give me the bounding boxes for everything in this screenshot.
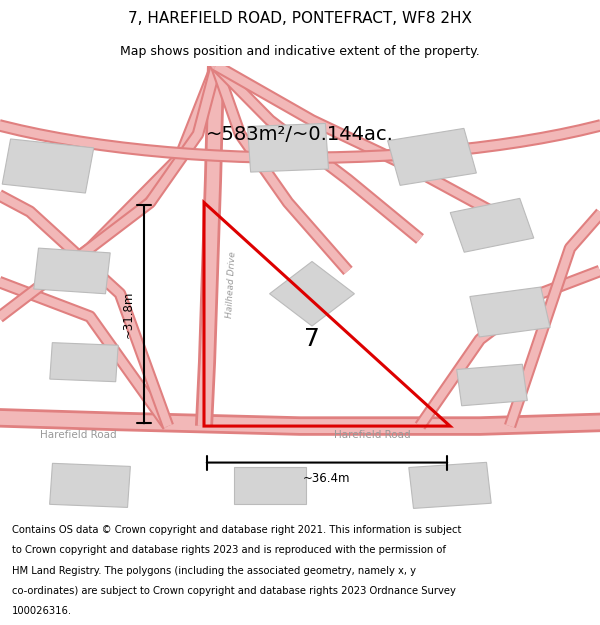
Bar [269, 261, 355, 326]
Bar [50, 463, 130, 508]
Text: Map shows position and indicative extent of the property.: Map shows position and indicative extent… [120, 45, 480, 58]
Bar [470, 287, 550, 337]
Text: ~583m²/~0.144ac.: ~583m²/~0.144ac. [206, 124, 394, 144]
Bar [247, 123, 329, 172]
Bar [34, 248, 110, 294]
Text: Harefield Road: Harefield Road [334, 430, 410, 440]
Text: 100026316.: 100026316. [12, 606, 72, 616]
Text: 7: 7 [304, 328, 320, 351]
Bar [409, 462, 491, 508]
Text: 7, HAREFIELD ROAD, PONTEFRACT, WF8 2HX: 7, HAREFIELD ROAD, PONTEFRACT, WF8 2HX [128, 11, 472, 26]
Bar [457, 364, 527, 406]
Text: Harefield Road: Harefield Road [40, 430, 116, 440]
Bar [50, 342, 118, 382]
Text: to Crown copyright and database rights 2023 and is reproduced with the permissio: to Crown copyright and database rights 2… [12, 546, 446, 556]
Bar [2, 139, 94, 193]
Text: ~36.4m: ~36.4m [303, 472, 351, 485]
Text: ~31.8m: ~31.8m [122, 291, 135, 338]
Text: Contains OS data © Crown copyright and database right 2021. This information is : Contains OS data © Crown copyright and d… [12, 525, 461, 535]
Bar [234, 467, 306, 504]
Text: co-ordinates) are subject to Crown copyright and database rights 2023 Ordnance S: co-ordinates) are subject to Crown copyr… [12, 586, 456, 596]
Bar [388, 128, 476, 186]
Text: Hailhead Drive: Hailhead Drive [225, 251, 238, 318]
Text: HM Land Registry. The polygons (including the associated geometry, namely x, y: HM Land Registry. The polygons (includin… [12, 566, 416, 576]
Bar [450, 198, 534, 252]
